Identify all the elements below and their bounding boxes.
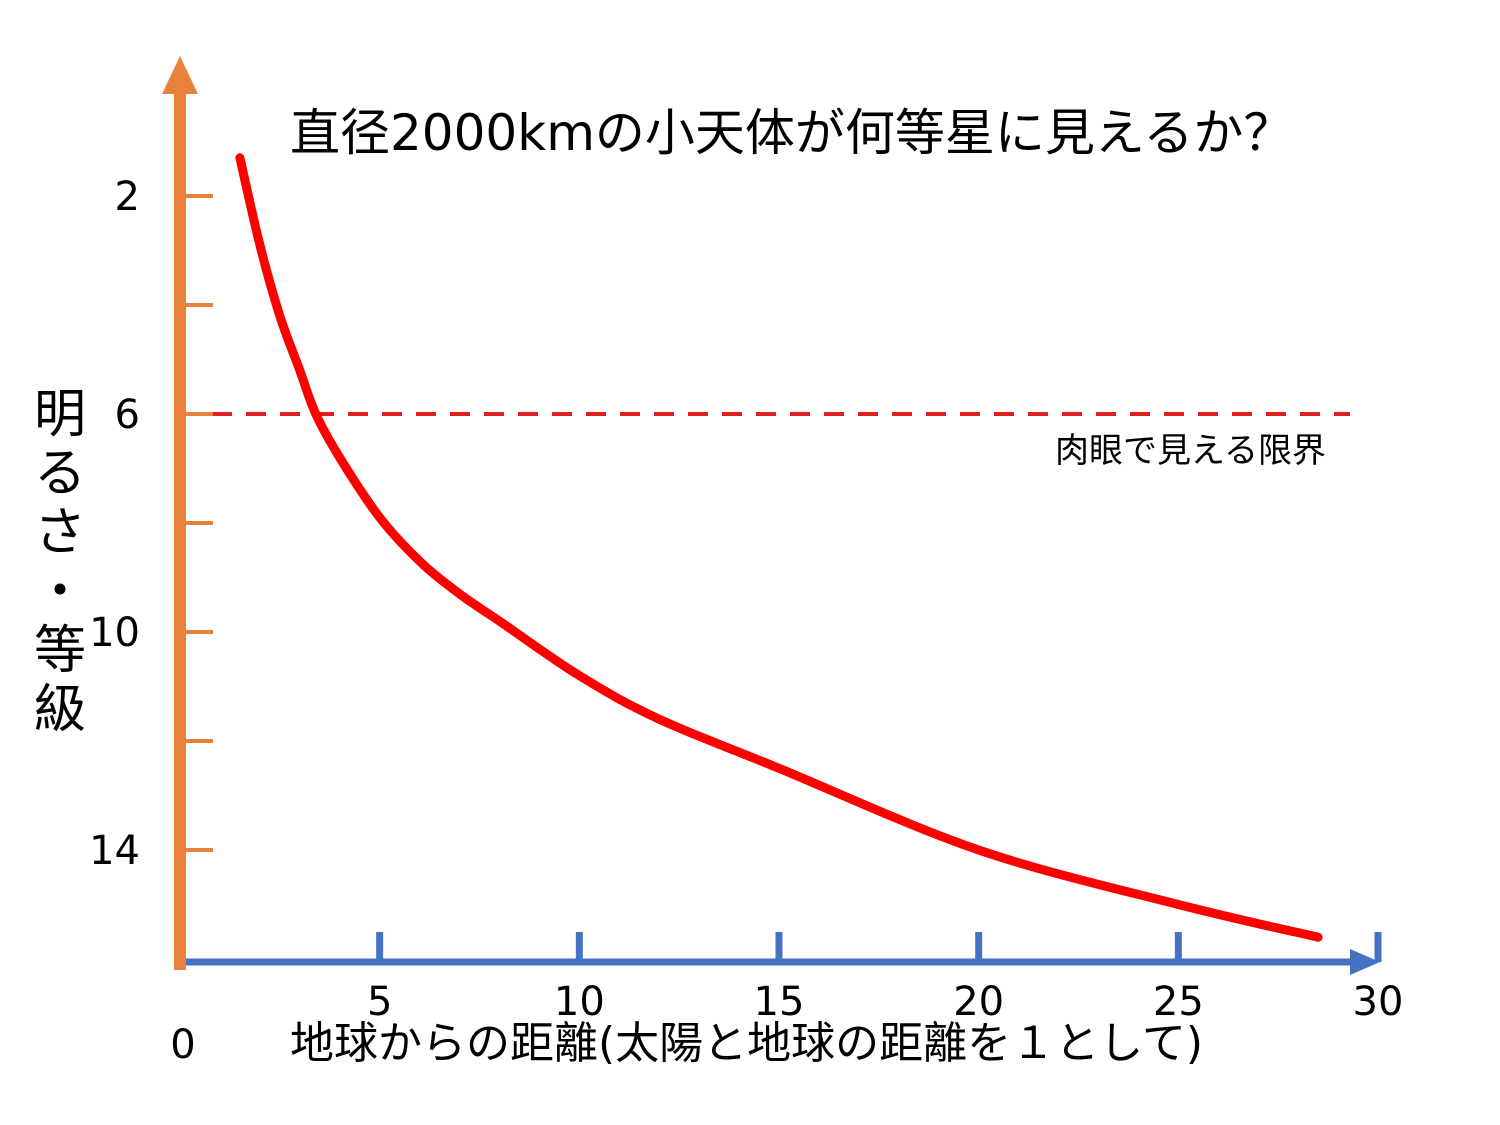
x-tick-label-15: 15: [754, 979, 805, 1025]
y-axis-label-char: ・: [34, 562, 86, 622]
x-tick-label-25: 25: [1153, 979, 1204, 1025]
x-tick-label-10: 10: [554, 979, 605, 1025]
labels-layer: 直径2000kmの小天体が何等星に見えるか？ 肉眼で見える限界 地球からの距離(…: [34, 104, 1403, 1069]
axes-layer: [162, 56, 1380, 975]
y-axis-label-char: 明: [34, 385, 86, 445]
x-tick-label-20: 20: [953, 979, 1004, 1025]
series-curve: [235, 153, 1323, 942]
y-tick-label-6: 6: [115, 392, 140, 438]
x-axis-arrow: [1350, 949, 1380, 975]
y-axis-label-char: 級: [34, 680, 86, 740]
y-tick-label-2: 2: [115, 174, 140, 220]
x-tick-label-5: 5: [367, 979, 392, 1025]
y-axis-arrow: [162, 56, 198, 94]
y-tick-label-14: 14: [89, 828, 140, 874]
y-axis-label: 明るさ・等級: [34, 385, 86, 740]
threshold-label: 肉眼で見える限界: [1055, 431, 1326, 471]
y-tick-label-10: 10: [89, 610, 140, 656]
y-axis-label-char: る: [34, 444, 86, 504]
chart-title: 直径2000kmの小天体が何等星に見えるか？: [290, 104, 1293, 162]
curve-layer: [235, 153, 1323, 942]
y-axis-label-char: さ: [34, 503, 86, 563]
x-tick-label-30: 30: [1353, 979, 1404, 1025]
origin-label: 0: [170, 1022, 195, 1068]
x-axis-label: 地球からの距離(太陽と地球の距離を１として): [290, 1018, 1203, 1069]
y-axis-label-char: 等: [34, 621, 86, 681]
ticks-layer: [180, 194, 1382, 962]
